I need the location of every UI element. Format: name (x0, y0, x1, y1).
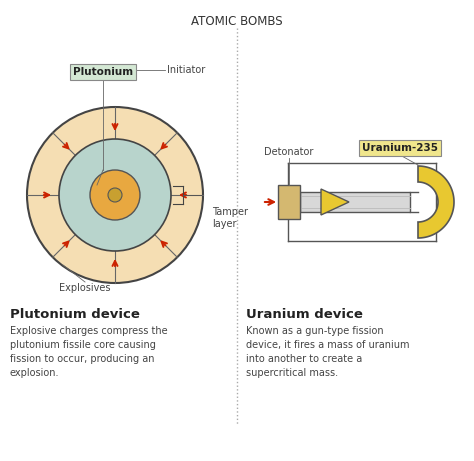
Text: Tamper
layer: Tamper layer (212, 207, 248, 229)
Polygon shape (321, 189, 349, 215)
Text: Uranium device: Uranium device (246, 308, 363, 321)
Text: Known as a gun-type fission
device, it fires a mass of uranium
into another to c: Known as a gun-type fission device, it f… (246, 326, 410, 378)
Bar (278, 185, 300, 219)
Circle shape (27, 107, 203, 283)
Polygon shape (418, 166, 454, 238)
Text: Initiator: Initiator (167, 65, 205, 75)
Text: Plutonium: Plutonium (73, 67, 133, 77)
Text: Detonator: Detonator (264, 147, 314, 157)
Circle shape (108, 188, 122, 202)
Bar (300, 192, 410, 212)
Text: Explosives: Explosives (59, 283, 111, 293)
Circle shape (59, 139, 171, 251)
Text: Uranium-235: Uranium-235 (362, 143, 438, 153)
Text: Plutonium device: Plutonium device (10, 308, 140, 321)
Circle shape (90, 170, 140, 220)
Text: ATOMIC BOMBS: ATOMIC BOMBS (191, 15, 283, 28)
Text: Explosive charges compress the
plutonium fissile core causing
fission to occur, : Explosive charges compress the plutonium… (10, 326, 168, 378)
